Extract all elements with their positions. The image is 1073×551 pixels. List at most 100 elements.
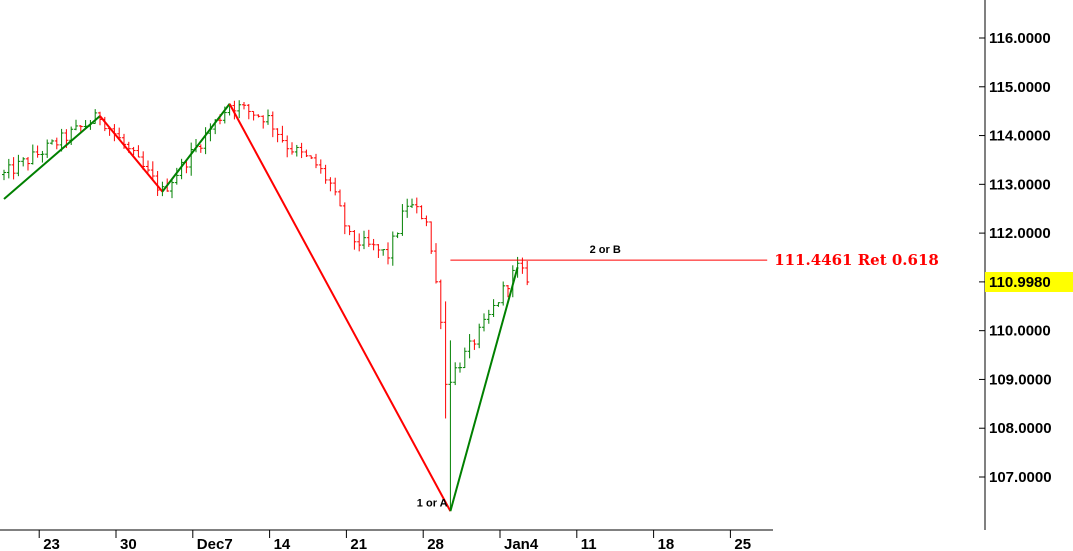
zigzag-segment	[99, 115, 164, 193]
ohlc-bar	[270, 111, 275, 138]
ohlc-bar	[174, 167, 179, 185]
ohlc-bar	[362, 230, 366, 250]
ohlc-bar	[347, 225, 352, 236]
x-tick-label: 14	[274, 536, 291, 551]
ohlc-bar	[16, 154, 21, 177]
ohlc-bar	[328, 177, 333, 192]
ohlc-bar	[251, 110, 256, 121]
y-tick-label: 110.0000	[989, 323, 1051, 340]
zigzag-lines	[3, 103, 519, 512]
ohlc-bar	[491, 299, 496, 317]
ohlc-bar	[261, 115, 266, 129]
ohlc-bar	[189, 142, 194, 176]
annotations: 2 or B 1 or A	[417, 244, 621, 510]
ohlc-bar	[11, 157, 16, 180]
y-tick-label: 107.0000	[989, 469, 1052, 486]
x-tick-label: 21	[350, 536, 367, 551]
ohlc-bar	[434, 243, 438, 284]
last-price-marker: 110.9980	[985, 271, 1073, 292]
wave-label: 2 or B	[590, 244, 621, 256]
x-tick-label: 23	[43, 536, 60, 551]
ohlc-bar	[400, 204, 405, 236]
ohlc-bar	[438, 279, 443, 330]
ohlc-bar	[203, 127, 208, 155]
y-tick-label: 116.0000	[989, 30, 1051, 47]
ohlc-bar	[256, 114, 261, 118]
ohlc-bar	[501, 281, 506, 306]
ohlc-bar	[2, 169, 6, 181]
ohlc-bar	[419, 205, 424, 220]
ohlc-bar	[304, 149, 309, 158]
y-tick-label: 113.0000	[989, 176, 1051, 193]
ohlc-bar	[280, 125, 285, 143]
ohlc-bar	[117, 127, 122, 139]
ohlc-bar	[429, 221, 434, 254]
ohlc-bar	[45, 139, 50, 158]
zigzag-segment	[228, 103, 452, 512]
ohlc-bar	[376, 244, 381, 258]
ohlc-bar	[266, 109, 270, 125]
ohlc-bar	[314, 153, 318, 169]
ohlc-bar	[131, 146, 136, 156]
x-tick-label: 11	[581, 536, 597, 551]
ohlc-bar	[414, 197, 419, 214]
ohlc-bar	[290, 142, 294, 155]
ohlc-bar	[50, 139, 54, 145]
ohlc-bar	[136, 145, 141, 158]
ohlc-bar	[150, 161, 155, 181]
ohlc-bar	[381, 249, 386, 256]
x-tick-label: Jan4	[504, 536, 539, 551]
y-tick-label: 114.0000	[989, 128, 1051, 145]
ohlc-bar	[285, 135, 290, 158]
ohlc-bar	[6, 158, 11, 179]
x-tick-label: 18	[658, 536, 675, 551]
ohlc-bar	[318, 159, 323, 174]
y-tick-label: 115.0000	[989, 79, 1051, 96]
y-tick-label: 109.0000	[989, 371, 1052, 388]
ohlc-bar	[342, 202, 347, 235]
last-price-box	[985, 271, 1073, 292]
x-tick-label: 25	[734, 536, 751, 551]
ohlc-bar	[467, 334, 472, 359]
ohlc-bar	[506, 284, 510, 298]
ohlc-bar	[323, 164, 328, 184]
ohlc-bar	[54, 137, 59, 150]
ohlc-bar	[448, 340, 453, 512]
ohlc-bar	[453, 362, 458, 386]
ohlc-bar	[357, 233, 362, 252]
ohlc-bar	[237, 100, 242, 119]
ohlc-bar	[333, 177, 338, 196]
ohlc-bar	[443, 301, 448, 419]
ohlc-bar	[338, 189, 342, 207]
ohlc-bar	[299, 142, 304, 159]
ohlc-bar	[40, 150, 45, 163]
ohlc-bar	[179, 158, 184, 180]
ohlc-bar	[477, 323, 482, 349]
ohlc-bar	[390, 231, 395, 266]
retracement-label: 111.4461 Ret 0.618	[774, 251, 939, 269]
y-tick-label: 108.0000	[989, 420, 1052, 437]
ohlc-bar	[30, 144, 35, 165]
ohlc-bar	[21, 157, 26, 167]
ohlc-bar	[482, 313, 486, 332]
ohlc-bar	[170, 178, 174, 199]
x-axis: 23 30 Dec7 14 21 28 Jan4 11 18 25	[0, 529, 773, 551]
x-tick-label: Dec7	[197, 536, 233, 551]
x-tick-label: 30	[120, 536, 137, 551]
ohlc-bar	[275, 128, 280, 143]
ohlc-bar	[352, 229, 357, 250]
y-tick-label: 112.0000	[989, 225, 1051, 242]
ohlc-bar	[242, 101, 246, 110]
ohlc-bar	[246, 104, 251, 120]
ohlc-bar	[424, 215, 429, 227]
ohlc-bar	[462, 347, 467, 369]
ohlc-bar	[366, 229, 371, 247]
ohlc-bar	[74, 119, 78, 131]
ohlc-bar	[198, 144, 203, 153]
ohlc-bar	[486, 309, 491, 324]
ohlc-bar	[395, 232, 400, 239]
last-price-label: 110.9980	[989, 274, 1051, 291]
ohlc-bar	[35, 145, 40, 158]
ohlc-bar	[232, 100, 237, 120]
